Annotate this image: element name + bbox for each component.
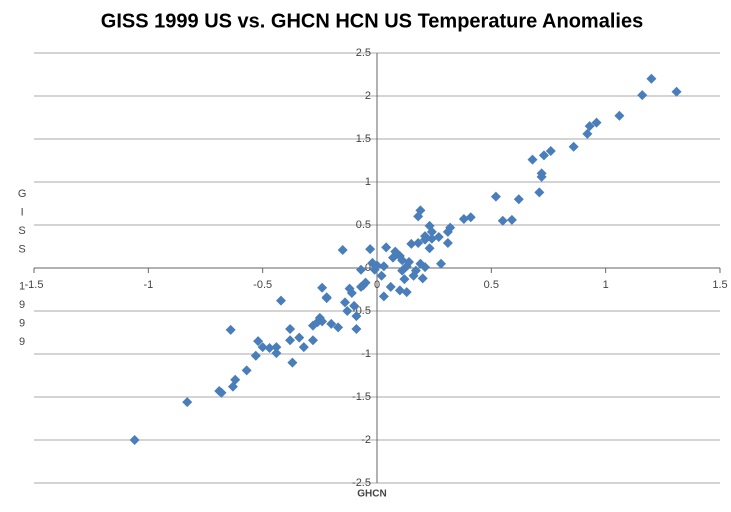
point	[285, 335, 296, 346]
point	[646, 73, 657, 84]
point	[445, 222, 456, 233]
point	[513, 194, 524, 205]
point	[417, 273, 428, 284]
point	[349, 300, 360, 311]
y-tick-label: -2	[361, 434, 371, 446]
point	[355, 264, 366, 275]
point	[287, 357, 298, 368]
point	[257, 342, 268, 353]
point	[465, 212, 476, 223]
point	[406, 238, 417, 249]
point	[351, 324, 362, 335]
point	[534, 187, 545, 198]
x-axis-title: GHCN	[357, 489, 386, 500]
point	[285, 324, 296, 335]
point	[271, 348, 282, 359]
point	[225, 324, 236, 335]
point	[568, 141, 579, 152]
point	[326, 318, 337, 329]
point	[426, 233, 437, 244]
point	[404, 256, 415, 267]
point	[271, 342, 282, 353]
x-tick-label: -0.5	[253, 279, 272, 291]
point	[216, 387, 227, 398]
y-tick-label: -1	[361, 348, 371, 360]
point	[129, 435, 140, 445]
point	[298, 342, 309, 353]
point	[614, 110, 625, 121]
point	[307, 335, 318, 346]
point	[426, 226, 437, 237]
point	[346, 287, 357, 298]
point	[527, 154, 538, 165]
point	[420, 262, 431, 273]
point	[376, 270, 387, 281]
point	[442, 238, 453, 249]
point	[275, 295, 286, 306]
point	[385, 281, 396, 292]
point	[253, 336, 264, 347]
y-tick-label: -2.5	[352, 477, 371, 489]
point	[250, 350, 261, 361]
x-tick-label: 0.5	[484, 279, 499, 291]
point	[372, 260, 382, 271]
point	[536, 168, 547, 179]
x-tick-label: -1	[143, 279, 153, 291]
x-tick-label: 1.5	[712, 279, 727, 291]
point	[582, 128, 593, 139]
point	[339, 297, 350, 308]
point	[378, 261, 389, 272]
point	[294, 332, 305, 343]
point	[591, 117, 602, 128]
point	[671, 86, 682, 97]
point	[506, 214, 517, 225]
point	[381, 242, 392, 253]
chart-title: GISS 1999 US vs. GHCN HCN US Temperature…	[101, 10, 643, 32]
x-tick-label: 1	[603, 279, 609, 291]
point	[584, 121, 595, 132]
point	[351, 311, 362, 322]
y-tick-label: 1	[365, 176, 371, 188]
point	[342, 306, 353, 316]
x-tick-label: 0	[374, 279, 380, 291]
point	[333, 322, 344, 333]
point	[433, 232, 444, 243]
point	[397, 255, 408, 266]
point	[360, 277, 371, 288]
point	[436, 258, 447, 269]
point	[413, 238, 424, 249]
point	[317, 316, 328, 327]
point	[637, 90, 648, 101]
point	[458, 213, 469, 224]
y-axis-title: GISS 1999	[16, 188, 28, 355]
point	[241, 365, 252, 376]
point	[424, 243, 435, 254]
point	[415, 205, 426, 216]
point	[401, 287, 412, 298]
point	[378, 291, 389, 302]
point	[337, 244, 348, 255]
y-tick-label: 1.5	[356, 133, 371, 145]
point	[538, 150, 549, 161]
point	[545, 146, 556, 157]
point	[264, 342, 275, 353]
point	[317, 282, 328, 293]
point	[410, 265, 421, 276]
point	[497, 215, 508, 226]
y-tick-label: 2.5	[356, 47, 371, 59]
point	[321, 292, 332, 303]
y-tick-label: 0.5	[356, 219, 371, 231]
point	[182, 397, 193, 408]
point	[230, 374, 241, 385]
point	[399, 274, 410, 285]
y-tick-label: -1.5	[352, 391, 371, 403]
y-tick-label: 2	[365, 90, 371, 102]
point	[365, 244, 376, 255]
x-tick-label: -1.5	[25, 279, 44, 291]
point	[490, 191, 501, 202]
point	[394, 285, 405, 296]
